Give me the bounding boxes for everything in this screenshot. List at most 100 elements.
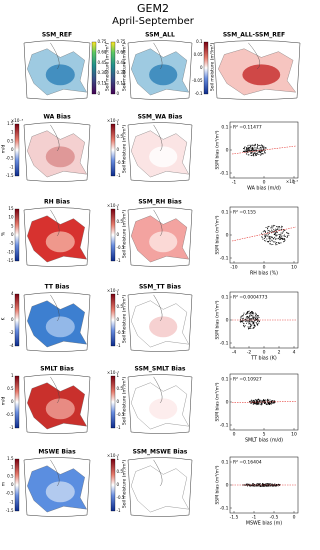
colorbar-tick-label: -0.5 <box>117 330 125 335</box>
scatter-cloud <box>252 151 254 153</box>
scatter-cloud <box>268 236 270 238</box>
scatter-cloud <box>269 230 271 232</box>
x-tick-label: -1 <box>232 180 237 186</box>
scatter-cloud <box>280 232 282 234</box>
scatter-cloud <box>240 316 242 318</box>
y-tick-label: -0.1 <box>220 423 229 429</box>
scatter-cloud <box>250 144 252 146</box>
scatter-cloud <box>272 231 274 233</box>
x-tick-label: 4 <box>293 350 296 356</box>
colorbar-tick-label: 0.15 <box>117 81 126 86</box>
scatter-ylabel: SSM bias (m³/m³) <box>215 465 221 504</box>
scatter-cloud <box>258 320 260 322</box>
scatter-cloud <box>276 229 278 231</box>
scatter-axes <box>229 291 299 349</box>
scatter-cloud <box>260 485 262 487</box>
x-tick-label: -1 <box>252 515 257 521</box>
scatter-cloud <box>274 231 276 233</box>
colorbar-label: K <box>1 316 7 320</box>
scatter-cloud <box>258 400 260 402</box>
scatter-cloud <box>256 318 258 320</box>
scatter-cloud <box>245 322 247 324</box>
scatter-cloud <box>253 402 255 404</box>
scatter-cloud <box>253 313 255 315</box>
scatter-cloud <box>265 399 267 401</box>
scatter-cloud <box>280 233 282 235</box>
map-patch <box>149 398 178 420</box>
scatter-cloud <box>258 401 260 403</box>
x-scale: ×10⁻³ <box>286 179 299 184</box>
scatter-cloud <box>249 326 251 328</box>
scatter-cloud <box>240 317 242 319</box>
scatter-cloud <box>245 313 247 315</box>
scatter-cloud <box>262 153 264 155</box>
scatter-cloud <box>259 148 261 150</box>
scatter-cloud <box>263 230 265 232</box>
scatter-cloud <box>252 318 254 320</box>
scatter-cloud <box>262 400 264 402</box>
colorbar-label: Soil moisture (m³/m³) <box>105 43 111 91</box>
scatter-cloud <box>268 229 270 231</box>
scatter-cloud <box>253 322 255 324</box>
colorbar-label: Soil moisture (m³/m³) <box>122 460 128 508</box>
scatter-cloud <box>263 150 265 152</box>
scatter-cloud <box>246 153 248 155</box>
scatter-cloud <box>275 228 277 230</box>
map-patch <box>149 481 178 503</box>
scatter-cloud <box>261 236 263 238</box>
scatter-cloud <box>281 236 283 238</box>
scatter-axes <box>229 121 299 179</box>
scatter-xlabel: SMLT bias (m/d) <box>245 438 283 444</box>
scatter-cloud <box>252 144 254 146</box>
colorbar-tick-label: 0.5 <box>7 138 14 143</box>
scatter-cloud <box>268 484 270 486</box>
scatter-cloud <box>275 244 277 246</box>
scatter-cloud <box>257 152 259 154</box>
scatter-cloud <box>243 312 245 314</box>
scatter-cloud <box>252 483 254 485</box>
scatter-cloud <box>254 315 256 317</box>
scatter-cloud <box>247 483 249 485</box>
scatter-cloud <box>266 238 268 240</box>
scatter-cloud <box>284 229 286 231</box>
colorbar <box>110 41 116 95</box>
scatter-cloud <box>264 402 266 404</box>
scatter-cloud <box>253 485 255 487</box>
scatter-cloud <box>265 148 267 150</box>
scatter-cloud <box>257 316 259 318</box>
scatter-cloud <box>249 485 251 487</box>
coastline <box>153 294 163 322</box>
scatter-cloud <box>269 403 271 405</box>
scatter-cloud <box>244 149 246 151</box>
colorbar-scale: ×10⁻² <box>107 453 120 458</box>
scatter-cloud <box>287 232 289 234</box>
scatter-cloud <box>260 153 262 155</box>
colorbar-tick-label: 0.5 <box>7 386 14 391</box>
r-squared: R² =0.10927 <box>233 377 262 383</box>
scatter-cloud <box>256 147 258 149</box>
scatter-cloud <box>248 321 250 323</box>
map-patch <box>45 231 75 253</box>
x-tick-label: -4 <box>232 350 237 356</box>
scatter-cloud <box>252 320 254 322</box>
colorbar-tick-label: -15 <box>7 258 14 263</box>
colorbar-tick-label: 2 <box>11 304 14 309</box>
scatter-cloud <box>273 484 275 486</box>
coastline <box>50 42 60 70</box>
scatter-cloud <box>272 244 274 246</box>
colorbar-tick-label: 0.5 <box>117 386 124 391</box>
scatter-cloud <box>269 399 271 401</box>
colorbar-tick-label: -2 <box>10 330 14 335</box>
fit-line <box>231 145 297 155</box>
scatter-cloud <box>278 237 280 239</box>
scatter-cloud <box>256 316 258 318</box>
colorbar-tick-label: -1 <box>117 508 121 513</box>
y-tick-label: 0.1 <box>221 460 228 466</box>
colorbar-tick-label: 0.5 <box>117 219 124 224</box>
coastline <box>153 42 163 70</box>
panel-title: SSM_MSWE Bias <box>133 449 188 456</box>
scatter-cloud <box>264 147 266 149</box>
fit-line <box>231 401 297 403</box>
coastline <box>50 376 60 404</box>
scatter-cloud <box>284 239 286 241</box>
